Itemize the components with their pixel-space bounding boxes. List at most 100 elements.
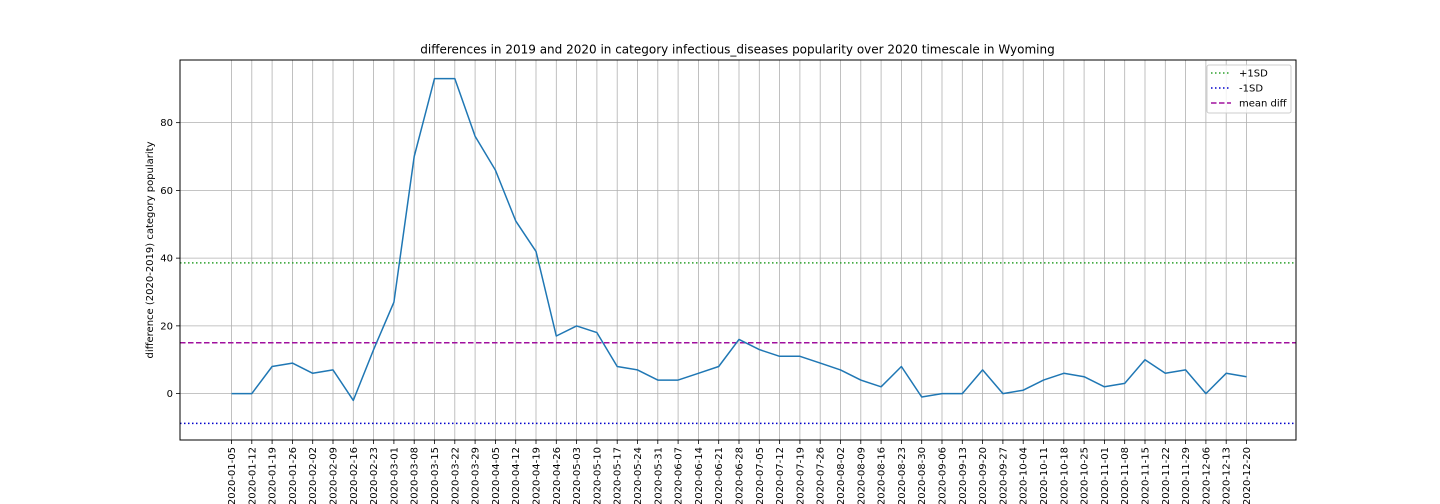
- x-tick-label: 2020-02-16: [349, 447, 360, 504]
- x-tick-label: 2020-04-26: [552, 447, 563, 504]
- x-tick-label: 2020-09-27: [998, 447, 1009, 504]
- data-point: [1225, 372, 1227, 374]
- x-tick-label: 2020-10-04: [1019, 447, 1030, 504]
- x-tick-label: 2020-03-08: [410, 447, 421, 504]
- x-tick-label: 2020-11-01: [1100, 447, 1111, 504]
- series-layer: [231, 77, 1248, 402]
- x-tick-label: 2020-10-11: [1039, 447, 1050, 504]
- data-point: [657, 379, 659, 381]
- x-tick-label: 2020-04-19: [532, 447, 543, 504]
- data-point: [515, 220, 517, 222]
- x-tick-label: 2020-11-08: [1120, 447, 1131, 504]
- x-tick-label: 2020-02-23: [369, 447, 380, 504]
- data-point: [576, 325, 578, 327]
- legend-box: [1206, 64, 1292, 114]
- x-tick-label: 2020-12-20: [1242, 447, 1253, 504]
- x-tick-label: 2020-11-29: [1181, 447, 1192, 504]
- x-tick-label: 2020-03-15: [430, 447, 441, 504]
- x-tick-label: 2020-08-16: [877, 447, 888, 504]
- x-tick-label: 2020-08-30: [917, 447, 928, 504]
- x-tick-label: 2020-01-19: [268, 447, 279, 504]
- data-point: [860, 379, 862, 381]
- data-point: [880, 386, 882, 388]
- x-tick-label: 2020-11-22: [1161, 447, 1172, 504]
- data-point: [718, 366, 720, 368]
- y-tick-label: 20: [160, 321, 173, 332]
- data-point: [1063, 372, 1065, 374]
- y-axis: 0 20 40 60 80: [160, 118, 180, 400]
- x-tick-label: 2020-08-02: [836, 447, 847, 504]
- data-point: [921, 396, 923, 398]
- x-tick-label: 2020-05-03: [572, 447, 583, 504]
- data-point: [1165, 372, 1167, 374]
- x-tick-label: 2020-09-06: [938, 447, 949, 504]
- data-point: [616, 366, 618, 368]
- x-tick-label: 2020-06-28: [735, 447, 746, 504]
- x-tick-label: 2020-06-07: [674, 447, 685, 504]
- x-tick-label: 2020-01-26: [288, 447, 299, 504]
- data-point: [393, 301, 395, 303]
- data-point: [373, 349, 375, 351]
- data-point: [1205, 393, 1207, 395]
- x-tick-label: 2020-02-09: [329, 447, 340, 504]
- x-tick-label: 2020-06-21: [714, 447, 725, 504]
- data-point: [413, 156, 415, 158]
- data-point: [779, 356, 781, 358]
- x-tick-label: 2020-10-18: [1059, 447, 1070, 504]
- x-tick-label: 2020-03-01: [389, 447, 400, 504]
- x-tick-label: 2020-08-23: [897, 447, 908, 504]
- data-point: [738, 339, 740, 341]
- grid: [180, 60, 1296, 440]
- series-line: [231, 77, 1247, 402]
- x-tick-label: 2020-07-12: [775, 447, 786, 504]
- data-point: [231, 393, 233, 395]
- data-point: [1246, 376, 1248, 378]
- data-point: [251, 393, 253, 395]
- x-tick-label: 2020-09-20: [978, 447, 989, 504]
- y-tick-label: 40: [160, 254, 173, 265]
- plot-frame: [179, 59, 1297, 441]
- data-point: [1144, 359, 1146, 361]
- data-point: [840, 369, 842, 371]
- data-point: [292, 362, 294, 364]
- data-point: [596, 332, 598, 334]
- legend: +1SD -1SD mean diff: [1206, 64, 1292, 114]
- x-tick-label: 2020-07-26: [816, 447, 827, 504]
- data-point: [962, 393, 964, 395]
- x-tick-label: 2020-05-24: [633, 447, 644, 504]
- x-tick-label: 2020-09-13: [958, 447, 969, 504]
- x-tick-label: 2020-12-13: [1222, 447, 1233, 504]
- legend-label: mean diff: [1239, 99, 1288, 110]
- x-tick-label: 2020-12-06: [1201, 447, 1212, 504]
- chart-title: differences in 2019 and 2020 in category…: [420, 43, 1054, 57]
- x-tick-label: 2020-03-22: [450, 447, 461, 504]
- data-point: [1022, 389, 1024, 391]
- data-point: [819, 362, 821, 364]
- data-point: [1124, 383, 1126, 385]
- data-point: [1043, 379, 1045, 381]
- y-axis-label: difference (2020-2019) category populari…: [145, 141, 156, 358]
- data-point: [901, 366, 903, 368]
- x-tick-label: 2020-05-17: [613, 447, 624, 504]
- data-point: [982, 369, 984, 371]
- data-point: [941, 393, 943, 395]
- legend-label: +1SD: [1239, 69, 1268, 80]
- x-tick-label: 2020-08-09: [856, 447, 867, 504]
- data-point: [535, 251, 537, 253]
- x-tick-label: 2020-01-05: [227, 447, 238, 504]
- reference-lines: [180, 262, 1296, 425]
- x-tick-label: 2020-10-25: [1080, 447, 1091, 504]
- x-tick-label: 2020-11-15: [1141, 447, 1152, 504]
- x-axis: 2020-01-05 2020-01-12 2020-01-19 2020-01-26…: [227, 440, 1253, 504]
- legend-label: -1SD: [1239, 84, 1263, 95]
- y-tick-label: 60: [160, 186, 173, 197]
- x-tick-label: 2020-04-12: [511, 447, 522, 504]
- x-tick-label: 2020-02-02: [308, 447, 319, 504]
- data-point: [1185, 369, 1187, 371]
- data-point: [799, 356, 801, 358]
- x-tick-label: 2020-05-31: [653, 447, 664, 504]
- x-tick-label: 2020-07-19: [795, 447, 806, 504]
- data-point: [759, 349, 761, 351]
- data-point: [434, 78, 436, 80]
